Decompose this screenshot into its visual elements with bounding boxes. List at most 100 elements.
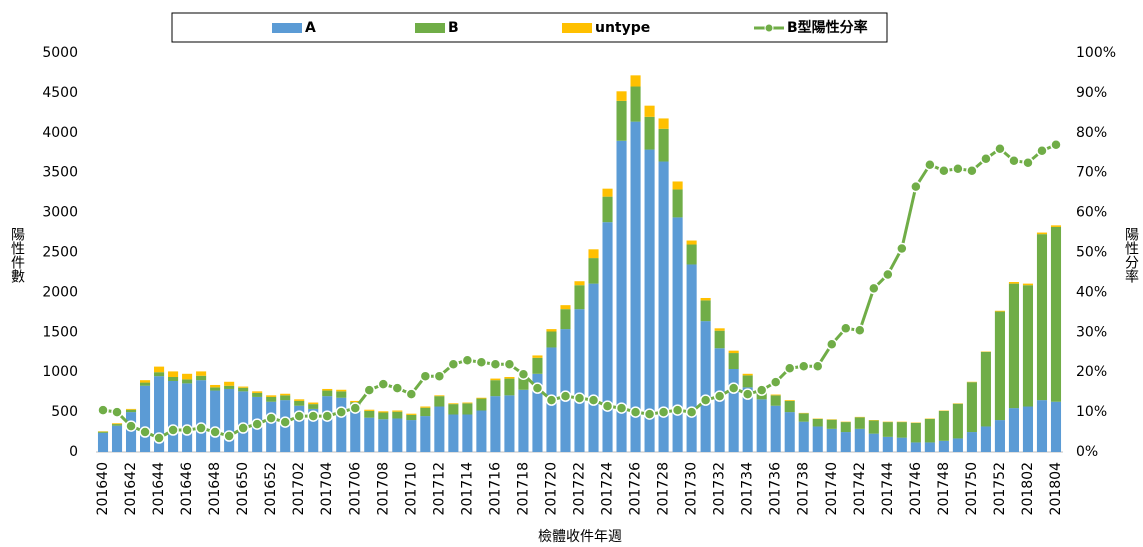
bar (686, 240, 697, 245)
bar (378, 419, 389, 452)
bar (826, 419, 837, 429)
y-tick-label: 3000 (42, 205, 78, 221)
bar (840, 422, 851, 433)
line-marker (783, 362, 796, 374)
bar (770, 395, 781, 406)
line-marker (251, 418, 263, 430)
bar (938, 440, 949, 452)
y-tick-label: 5000 (42, 45, 78, 61)
bar (462, 414, 473, 452)
line-marker (685, 406, 698, 418)
bar (1022, 283, 1034, 286)
bar (952, 438, 963, 452)
bar (980, 426, 991, 452)
bar (700, 297, 711, 301)
bar (294, 400, 305, 406)
x-tick-label: 201738 (796, 462, 812, 515)
bar (1036, 400, 1048, 452)
bar (238, 391, 249, 452)
bar (266, 396, 277, 402)
bar (322, 388, 333, 391)
bar (182, 379, 193, 384)
y2-tick-label: 90% (1076, 85, 1107, 101)
line-marker (657, 406, 670, 418)
line-marker (405, 388, 418, 400)
y-tick-label: 4000 (42, 125, 78, 141)
x-axis-title: 檢體收件年週 (538, 528, 622, 545)
bar (364, 409, 375, 411)
bar (140, 380, 151, 383)
bar (602, 222, 613, 452)
line-marker (615, 402, 628, 414)
bar (714, 330, 725, 349)
bar (336, 391, 347, 398)
bar (1022, 406, 1034, 452)
bar (406, 420, 417, 452)
bar (378, 412, 389, 420)
bar (672, 181, 683, 190)
bar (924, 442, 935, 452)
line-marker (966, 164, 978, 177)
x-tick-label: 201750 (964, 462, 980, 515)
bar (910, 422, 921, 443)
bar (1050, 401, 1062, 452)
bar (728, 353, 739, 370)
bar (518, 374, 529, 390)
bar (532, 357, 543, 374)
bar (210, 390, 221, 452)
line-marker (545, 394, 558, 406)
line-marker (769, 376, 782, 388)
bar (280, 395, 291, 401)
bar (252, 391, 263, 393)
bar (406, 413, 417, 415)
line-marker (181, 424, 193, 436)
line-marker (279, 416, 291, 428)
x-tick-label: 201712 (431, 462, 447, 515)
line-marker (489, 358, 502, 370)
bar (1008, 408, 1019, 452)
bar (280, 393, 291, 396)
line-marker (727, 382, 740, 394)
bar (308, 402, 319, 405)
x-tick-label: 201802 (1020, 462, 1036, 515)
bar (854, 428, 865, 452)
bar (350, 408, 361, 452)
bar (742, 375, 753, 388)
bar (532, 373, 543, 452)
y2-tick-label: 10% (1076, 404, 1107, 420)
bar (168, 371, 179, 377)
bar (336, 389, 347, 392)
line-marker (1036, 145, 1048, 157)
bar (504, 378, 515, 396)
line-marker (97, 404, 109, 416)
x-tick-label: 201742 (852, 462, 868, 515)
bar (168, 380, 179, 452)
bar (868, 433, 879, 452)
bar (448, 403, 459, 405)
bar (294, 405, 305, 452)
bar (420, 407, 431, 417)
bar (462, 402, 473, 404)
bar (308, 408, 319, 452)
x-tick-label: 201752 (992, 462, 1008, 515)
bar (1008, 283, 1019, 409)
x-tick-label: 201716 (487, 462, 503, 516)
bar (336, 397, 347, 452)
bar (476, 397, 487, 399)
x-tick-label: 201646 (179, 462, 195, 516)
bar (238, 387, 249, 392)
bar (420, 416, 431, 452)
bar (364, 417, 375, 452)
line-marker (980, 152, 992, 165)
bar (490, 380, 501, 397)
bar (588, 258, 599, 284)
bar (812, 418, 823, 427)
bar (210, 387, 221, 391)
bar (994, 420, 1005, 452)
bar (392, 418, 403, 452)
line-marker (854, 324, 866, 337)
line-marker (826, 338, 838, 351)
bar (630, 75, 641, 87)
x-tick-label: 201642 (123, 462, 139, 515)
x-tick-label: 201740 (824, 462, 840, 515)
